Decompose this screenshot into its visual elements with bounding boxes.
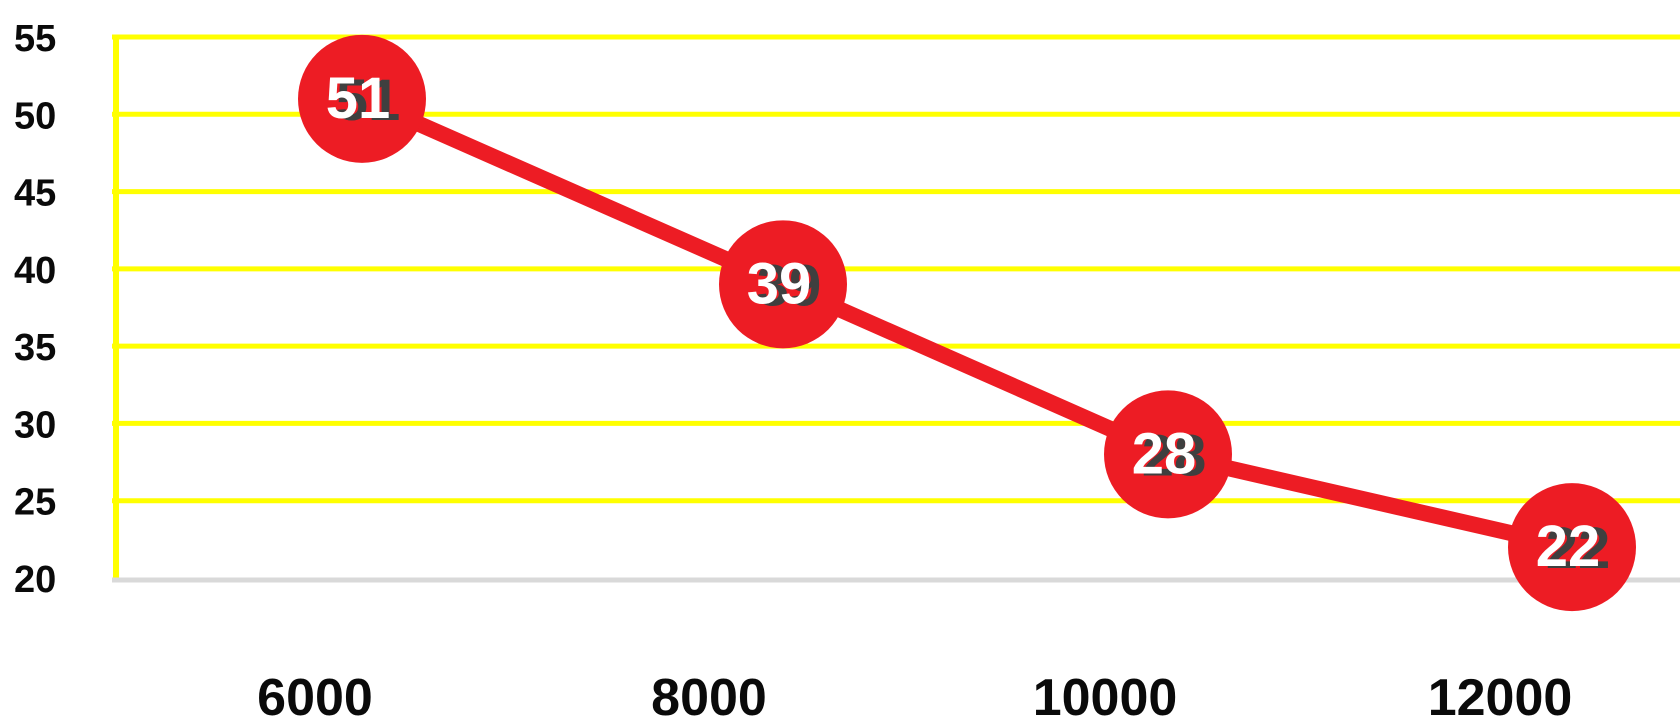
y-tick-label: 25 <box>14 482 56 524</box>
data-point-marker <box>1508 483 1636 612</box>
data-point-marker <box>298 34 426 163</box>
y-tick-label: 40 <box>14 250 56 292</box>
data-label-shadow: 28 <box>1142 423 1207 488</box>
axes <box>112 35 1680 583</box>
y-tick-label: 55 <box>14 18 56 60</box>
data-label: 22 <box>1536 514 1601 579</box>
series-line <box>354 90 1580 556</box>
data-point-marker <box>719 220 847 349</box>
series-polyline <box>354 90 1580 556</box>
y-tick-label: 35 <box>14 327 56 369</box>
x-axis-tick-labels: 6000 8000 10000 12000 <box>257 669 1572 721</box>
x-tick-label: 8000 <box>651 669 767 721</box>
y-axis-tick-labels: 20 25 30 35 40 45 50 55 <box>14 18 56 601</box>
y-tick-label: 50 <box>14 95 56 137</box>
x-tick-label: 10000 <box>1033 669 1178 721</box>
data-label: 39 <box>747 251 812 316</box>
data-label: 51 <box>326 66 391 131</box>
y-tick-label: 20 <box>14 559 56 601</box>
x-tick-label: 12000 <box>1428 669 1573 721</box>
y-tick-label: 45 <box>14 173 56 215</box>
data-label-shadow: 39 <box>757 253 822 318</box>
data-label: 28 <box>1132 421 1197 486</box>
data-label-shadow: 22 <box>1546 516 1611 581</box>
y-tick-label: 30 <box>14 404 56 446</box>
data-label-shadow: 51 <box>336 68 401 133</box>
x-tick-label: 6000 <box>257 669 373 721</box>
data-point-marker <box>1104 390 1232 519</box>
